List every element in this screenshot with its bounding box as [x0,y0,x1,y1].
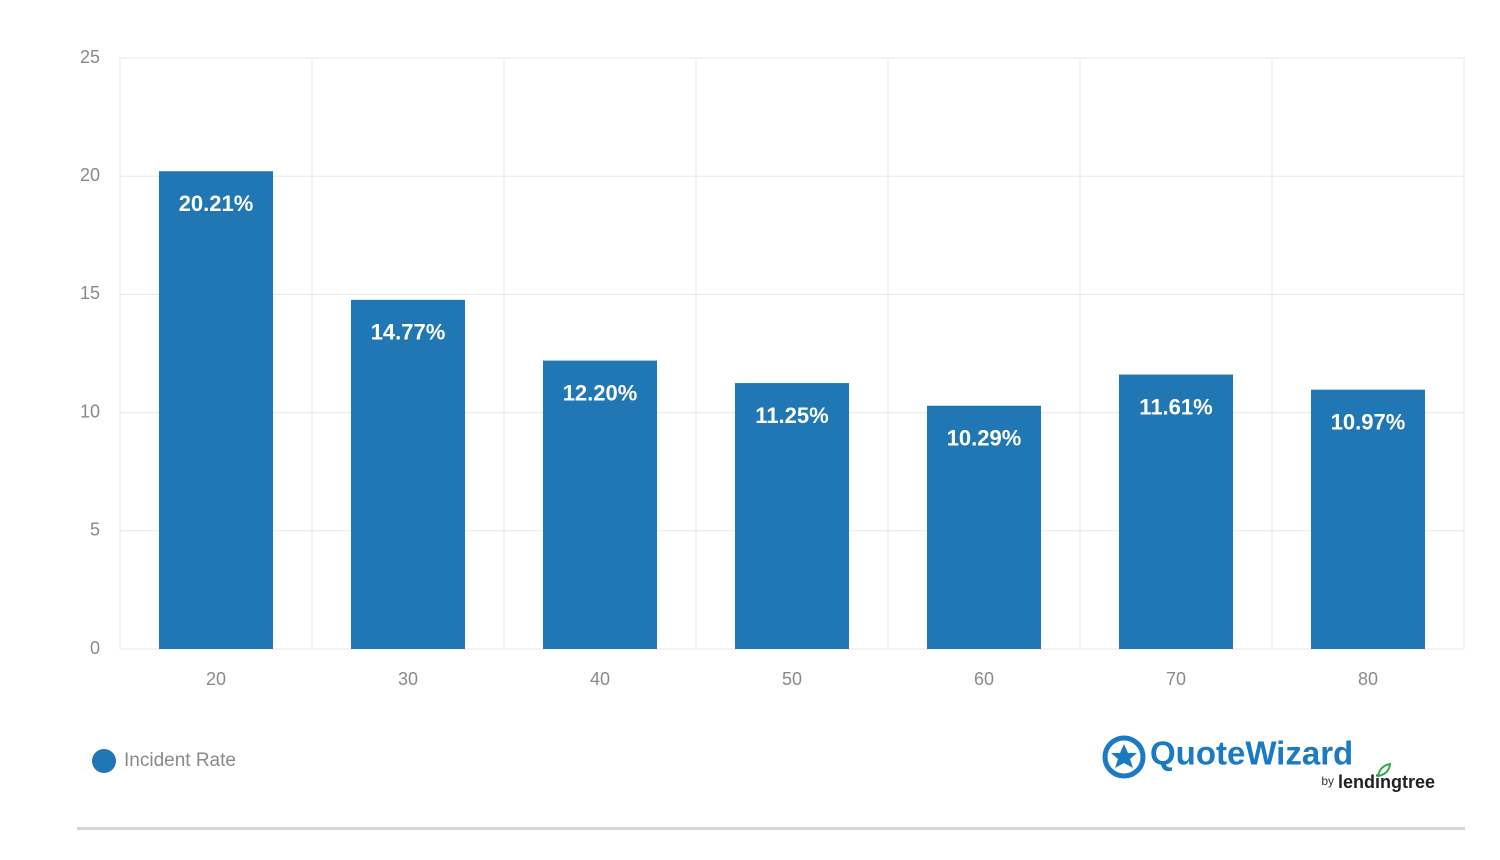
logo-star [1111,744,1137,768]
value-label: 10.29% [947,426,1022,451]
legend-label: Incident Rate [124,750,236,771]
x-tick-label: 50 [782,669,802,689]
y-tick-label: 0 [90,638,100,658]
bar [351,299,465,649]
value-label: 20.21% [179,191,254,216]
logo: QuoteWizard by lendingtree [1102,735,1435,792]
bar [543,360,657,649]
x-tick-label: 80 [1358,669,1378,689]
logo-brand: lendingtree [1338,772,1435,792]
value-label: 10.97% [1331,409,1406,434]
y-tick-label: 20 [80,165,100,185]
value-label: 11.61% [1139,394,1212,419]
y-tick-label: 15 [80,283,100,303]
legend-marker [92,749,116,773]
value-label: 11.25% [755,403,828,428]
bar [1119,374,1233,649]
logo-icon [1102,735,1146,779]
bar [735,383,849,649]
x-tick-label: 40 [590,669,610,689]
y-tick-label: 10 [80,401,100,421]
x-tick-label: 60 [974,669,994,689]
x-tick-label: 70 [1166,669,1186,689]
y-tick-label: 25 [80,47,100,67]
logo-by: by [1321,774,1334,788]
footer-rule [77,827,1465,830]
value-label: 12.20% [563,380,638,405]
logo-name: QuoteWizard [1150,735,1353,772]
bar [1311,389,1425,649]
x-tick-label: 20 [206,669,226,689]
x-tick-label: 30 [398,669,418,689]
y-tick-label: 5 [90,520,100,540]
logo-leaf [1376,762,1392,778]
value-label: 14.77% [371,320,446,345]
bar [159,171,273,649]
bar [927,405,1041,649]
